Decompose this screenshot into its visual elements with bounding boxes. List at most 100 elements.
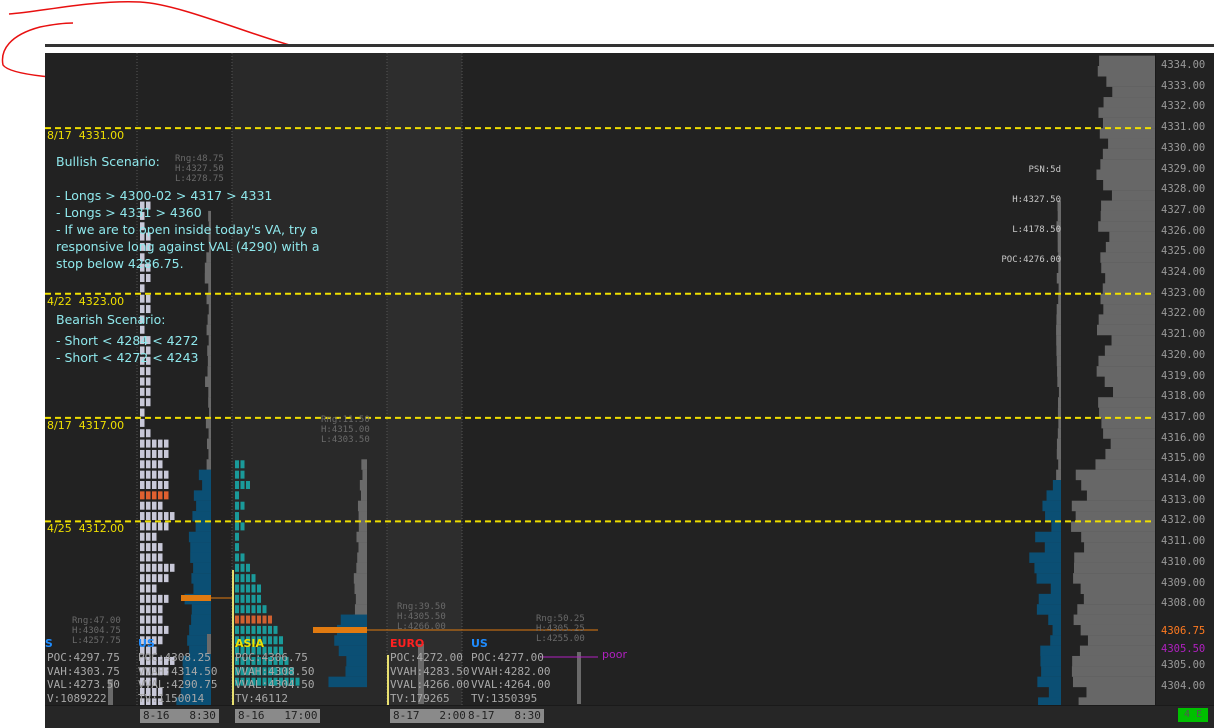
time-axis[interactable]: 8-16 8:30 8-16 17:00 8-17 2:00 8-17 8:30 4 … <box>45 705 1214 728</box>
tpo-letter <box>257 646 261 655</box>
bearish-scenario-line: - Short < 4284 < 4272 <box>56 333 199 348</box>
tpo-letter <box>140 232 145 241</box>
tpo-letter <box>152 522 157 531</box>
composite-profile-bar <box>1100 159 1155 170</box>
tpo-letter <box>152 512 157 521</box>
composite-low: L:4178.50 <box>1012 225 1061 235</box>
day-profile-bar <box>1040 655 1061 667</box>
bullish-scenario-line: - Longs > 4331 > 4360 <box>56 205 202 220</box>
composite-profile-bar <box>1086 490 1155 501</box>
profile-bar <box>577 652 581 704</box>
profile-plot[interactable] <box>45 44 1214 728</box>
composite-profile-bar <box>1073 573 1155 584</box>
day-profile-bar <box>1036 573 1061 584</box>
day-profile-bar <box>1041 666 1061 677</box>
price-tick: 4334.00 <box>1161 59 1206 71</box>
tpo-letter <box>262 625 267 634</box>
time-label: 8-16 17:00 <box>235 709 321 723</box>
price-tick: 4308.00 <box>1161 597 1206 610</box>
tpo-letter <box>158 636 163 645</box>
tpo-letter <box>158 522 163 531</box>
tpo-letter <box>146 512 151 521</box>
tpo-letter <box>164 656 169 665</box>
tpo-letter <box>152 615 157 624</box>
tpo-letter <box>146 688 151 696</box>
profile-bar <box>340 614 367 626</box>
profile-bar <box>357 552 367 563</box>
tpo-letter <box>146 242 151 251</box>
tpo-letter <box>152 532 157 541</box>
profile-bar <box>206 252 211 263</box>
tpo-letter <box>246 636 250 645</box>
profile-bar <box>108 679 113 709</box>
tpo-letter <box>235 646 239 655</box>
tpo-letter <box>140 481 145 489</box>
composite-profile-bar <box>1098 221 1155 232</box>
composite-profile-bar <box>1096 324 1155 336</box>
profile-bar <box>360 490 367 501</box>
tpo-letter <box>240 574 245 583</box>
tpo-letter <box>152 449 157 458</box>
tpo-letter <box>146 563 151 572</box>
tpo-letter <box>140 367 145 376</box>
price-axis[interactable]: 4334.00 4333.00 4332.00 4331.00 4330.00 4329.… <box>1155 53 1214 705</box>
day-profile-bar <box>1029 552 1061 563</box>
tpo-letter <box>140 449 145 458</box>
day-profile-bar <box>1057 210 1061 222</box>
tpo-letter <box>164 449 169 458</box>
session-poc: POC:4277.00 <box>471 651 544 664</box>
tpo-letter <box>158 615 163 624</box>
price-tick: 4323.00 <box>1161 286 1206 299</box>
composite-profile-bar <box>1103 97 1155 108</box>
tpo-letter <box>268 615 272 624</box>
tpo-letter <box>235 563 239 572</box>
session-shade-euro <box>387 53 462 705</box>
profile-bar <box>208 407 211 419</box>
day-profile-bar <box>1042 500 1061 512</box>
profile-bar <box>359 480 367 491</box>
tpo-letter <box>140 574 145 583</box>
price-tick: 4331.00 <box>1161 121 1206 134</box>
bearish-scenario-title: Bearish Scenario: <box>56 312 166 327</box>
range-rng: Rng:39.50 <box>397 602 446 612</box>
profile-bar <box>202 480 211 491</box>
profile-bar <box>189 624 211 636</box>
tpo-letter <box>158 605 163 614</box>
tpo-letter <box>251 646 256 655</box>
tpo-letter <box>158 449 163 458</box>
tpo-letter <box>158 512 163 521</box>
range-stats: Rng:11.50 H:4315.00 L:4303.50 <box>321 415 370 445</box>
day-profile-bar <box>1045 511 1061 522</box>
tpo-letter <box>146 439 151 448</box>
market-profile-chart[interactable]: Bullish Scenario: - Longs > 4300-02 > 43… <box>45 44 1214 728</box>
poc-marker-asia <box>313 627 367 633</box>
tpo-letter <box>152 677 157 686</box>
composite-profile-bar <box>1095 459 1155 470</box>
day-profile-bar <box>1058 293 1061 305</box>
price-tick: 4309.00 <box>1161 576 1206 589</box>
bearish-scenario-line: - Short < 4272 < 4243 <box>56 350 199 365</box>
profile-bar <box>188 531 211 543</box>
profile-bar <box>207 314 211 325</box>
tpo-letter <box>240 553 245 562</box>
composite-stats: PSN:5d H:4327.50 L:4178.50 POC:4276.00 <box>1001 145 1061 285</box>
tpo-letter <box>268 646 272 655</box>
profile-bar <box>196 500 211 512</box>
composite-profile-bar <box>1104 345 1155 356</box>
status-indicator: 4 E <box>1178 708 1208 722</box>
tpo-letter <box>246 584 250 593</box>
day-profile-bar <box>1046 490 1061 501</box>
price-tick: 4318.00 <box>1161 390 1206 403</box>
tpo-letter <box>240 615 245 624</box>
tpo-letter <box>140 408 145 417</box>
tpo-letter <box>146 263 151 272</box>
session-stats: POC:4308.25 VVAH:4314.50 VVAL:4290.75 TV:11… <box>138 651 217 705</box>
tpo-letter <box>164 574 169 583</box>
price-tick: 4332.00 <box>1161 100 1206 113</box>
profile-bar <box>207 355 211 367</box>
session-poc: POC:4272.00 <box>390 651 463 664</box>
profile-bar <box>356 562 367 574</box>
tpo-letter <box>235 594 239 603</box>
profile-bar <box>328 676 367 688</box>
tpo-letter <box>164 491 169 500</box>
